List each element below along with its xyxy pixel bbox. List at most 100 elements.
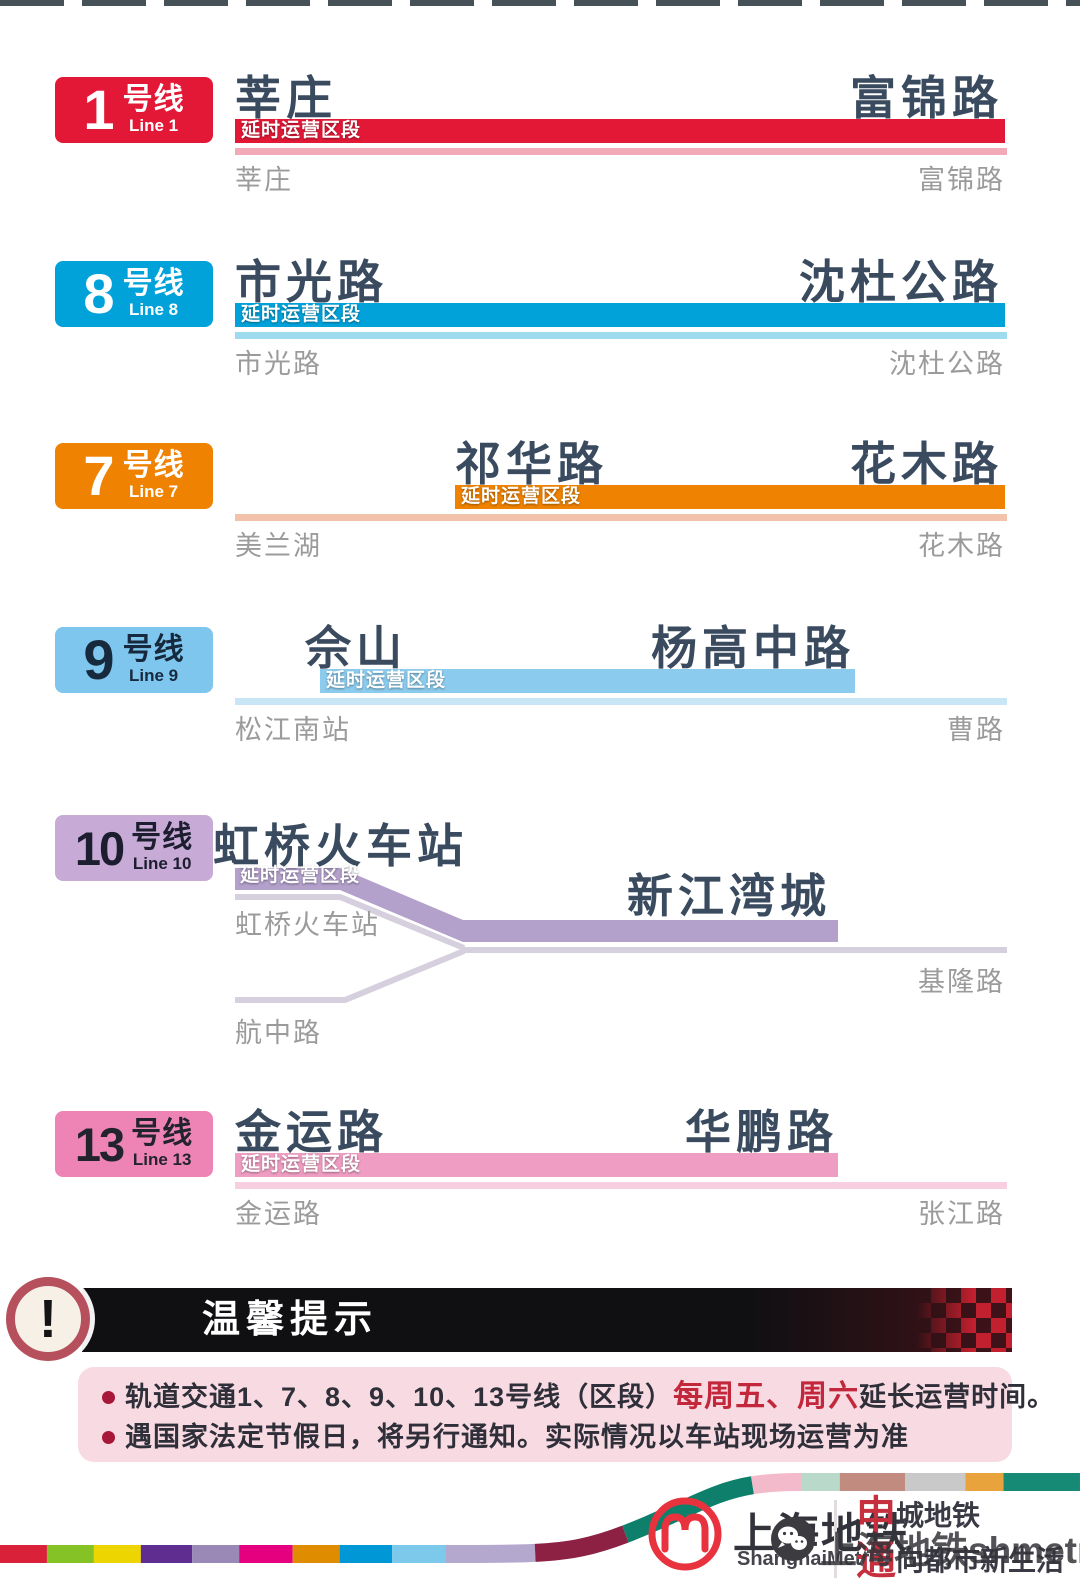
branch-top-line (235, 894, 466, 951)
footer-divider (834, 1500, 837, 1578)
end-station-label: 曹路 (947, 715, 1005, 745)
slogan-rest: 向都市新生活 (896, 1545, 1065, 1576)
start-station-label: 松江南站 (235, 715, 351, 745)
line-row-1: 1 号线 Line 1 莘庄 富锦路 延时运营区段 莘庄 富锦路 (0, 62, 1080, 202)
extended-section-label: 延时运营区段 (461, 486, 582, 507)
watermark-text: 上海地铁shmetro (820, 1530, 1080, 1571)
logo-m-glyph (661, 1513, 709, 1553)
logo-text-cn: 上海地铁 (733, 1510, 910, 1557)
end-station-label: 富锦路 (918, 165, 1005, 195)
branch-bottom-line (235, 948, 466, 1003)
start-station-label: 金运路 (235, 1199, 322, 1229)
notice-bullet: 遇国家法定节假日，将另行通知。实际情况以车站现场运营为准 (102, 1417, 1012, 1457)
extended-section-label: 延时运营区段 (240, 865, 361, 886)
line-13-badge: 13 号线 Line 13 (55, 1111, 213, 1177)
line-8-badge: 8 号线 Line 8 (55, 261, 213, 327)
extended-section-bar: 延时运营区段 (235, 1153, 838, 1177)
badge-suffix: 号线 (122, 267, 185, 301)
notice-panel: 轨道交通1、7、8、9、10、13号线（区段）每周五、周六延长运营时间。 遇国家… (78, 1367, 1054, 1462)
badge-line-en: Line 13 (132, 1149, 192, 1169)
exclamation-mark: ! (39, 1289, 57, 1349)
extended-section-label: 延时运营区段 (326, 670, 447, 691)
branch-top-station-label: 虹桥火车站 (235, 910, 380, 940)
checker-decoration (916, 1288, 1012, 1352)
start-station-label: 美兰湖 (235, 531, 322, 561)
end-station-name: 沈杜公路 (799, 255, 1003, 309)
full-line (235, 332, 1007, 339)
full-line (235, 514, 1007, 521)
end-station-name: 富锦路 (850, 71, 1003, 125)
notice-title: 温馨提示 (202, 1299, 379, 1341)
start-station-label: 莘庄 (235, 165, 293, 195)
badge-number: 13 (74, 1117, 125, 1171)
start-station-name: 虹桥火车站 (213, 819, 468, 873)
line-row-7: 7 号线 Line 7 祁华路 花木路 延时运营区段 美兰湖 花木路 (0, 428, 1080, 568)
extended-section-label: 延时运营区段 (241, 1154, 362, 1175)
start-station-name: 佘山 (305, 621, 407, 675)
shanghai-metro-logo-icon (648, 1497, 722, 1571)
end-station-name: 花木路 (850, 437, 1003, 491)
slogan-line-2: 通向都市新生活 (856, 1541, 1064, 1586)
slogan-rest: 城地铁 (896, 1500, 981, 1531)
line-row-9: 9 号线 Line 9 佘山 杨高中路 延时运营区段 松江南站 曹路 (0, 612, 1080, 752)
full-line (235, 698, 1007, 705)
line-9-badge: 9 号线 Line 9 (55, 627, 213, 693)
end-station-name: 杨高中路 (651, 621, 855, 675)
start-station-name: 金运路 (235, 1105, 388, 1159)
bullet-dot-icon (102, 1391, 115, 1404)
badge-suffix: 号线 (122, 633, 185, 667)
badge-number: 1 (83, 78, 115, 141)
badge-line-en: Line 9 (129, 665, 179, 685)
full-line (235, 1182, 1007, 1189)
extended-section-label: 延时运营区段 (241, 304, 362, 325)
footer-slogan: 申城地铁 通向都市新生活 (856, 1496, 1064, 1586)
extended-section-bar: 延时运营区段 (235, 303, 1005, 327)
badge-line-en: Line 8 (129, 299, 179, 319)
start-station-name: 莘庄 (235, 71, 337, 125)
start-station-name: 祁华路 (455, 437, 608, 491)
extended-section-label: 延时运营区段 (241, 120, 362, 141)
logo-text-en: ShanghaiMetro (737, 1548, 882, 1570)
badge-line-en: Line 7 (129, 481, 179, 501)
end-station-label: 基隆路 (918, 967, 1005, 997)
start-station-label: 市光路 (235, 349, 322, 379)
line10-branch-diagram (235, 868, 1007, 1003)
line-1-badge: 1 号线 Line 1 (55, 77, 213, 143)
top-edge-decoration (0, 0, 1080, 6)
slogan-line-1: 申城地铁 (856, 1496, 1064, 1541)
ribbon-base-path (0, 1473, 1080, 1563)
line-row-13: 13 号线 Line 13 金运路 华鹏路 延时运营区段 金运路 张江路 (0, 1096, 1080, 1236)
line-10-badge: 10 号线 Line 10 (55, 815, 213, 881)
extended-section-bar: 延时运营区段 (455, 485, 1005, 509)
badge-line-en: Line 10 (132, 853, 192, 873)
full-line (235, 148, 1007, 155)
badge-number: 7 (83, 444, 115, 507)
badge-line-en: Line 1 (129, 115, 179, 135)
badge-number: 9 (83, 628, 115, 691)
extended-section-bar: 延时运营区段 (320, 669, 855, 693)
badge-suffix: 号线 (122, 449, 185, 483)
bullet-text: 遇国家法定节假日，将另行通知。实际情况以车站现场运营为准 (125, 1422, 909, 1452)
line-7-badge: 7 号线 Line 7 (55, 443, 213, 509)
start-station-name: 市光路 (235, 255, 388, 309)
branch-bottom-station-label: 航中路 (235, 1018, 322, 1048)
extended-section-bar: 延时运营区段 (235, 119, 1005, 143)
badge-number: 10 (74, 821, 125, 875)
logo-ring (648, 1497, 722, 1571)
notice-title-bar: 温馨提示 (82, 1288, 1012, 1352)
badge-suffix: 号线 (122, 83, 185, 117)
badge-number: 8 (83, 262, 115, 325)
line-row-10: 10 号线 Line 10 虹桥火车站 新江湾城 延时运营区段 虹桥火车站 航中… (0, 800, 1080, 1065)
line-row-8: 8 号线 Line 8 市光路 沈杜公路 延时运营区段 市光路 沈杜公路 (0, 246, 1080, 386)
end-station-name: 新江湾城 (627, 869, 831, 923)
bullet-dot-icon (102, 1431, 115, 1444)
notice-bullet: 轨道交通1、7、8、9、10、13号线（区段）每周五、周六延长运营时间。 (102, 1377, 1054, 1417)
bullet-emphasis: 每周五、周六 (673, 1380, 860, 1413)
warning-icon: ! (6, 1277, 90, 1361)
badge-suffix: 号线 (131, 821, 194, 855)
bullet-text: 延长运营时间。 (859, 1382, 1056, 1412)
end-station-label: 花木路 (918, 531, 1005, 561)
bullet-text: 轨道交通1、7、8、9、10、13号线（区段） (125, 1382, 674, 1412)
end-station-name: 华鹏路 (685, 1105, 838, 1159)
